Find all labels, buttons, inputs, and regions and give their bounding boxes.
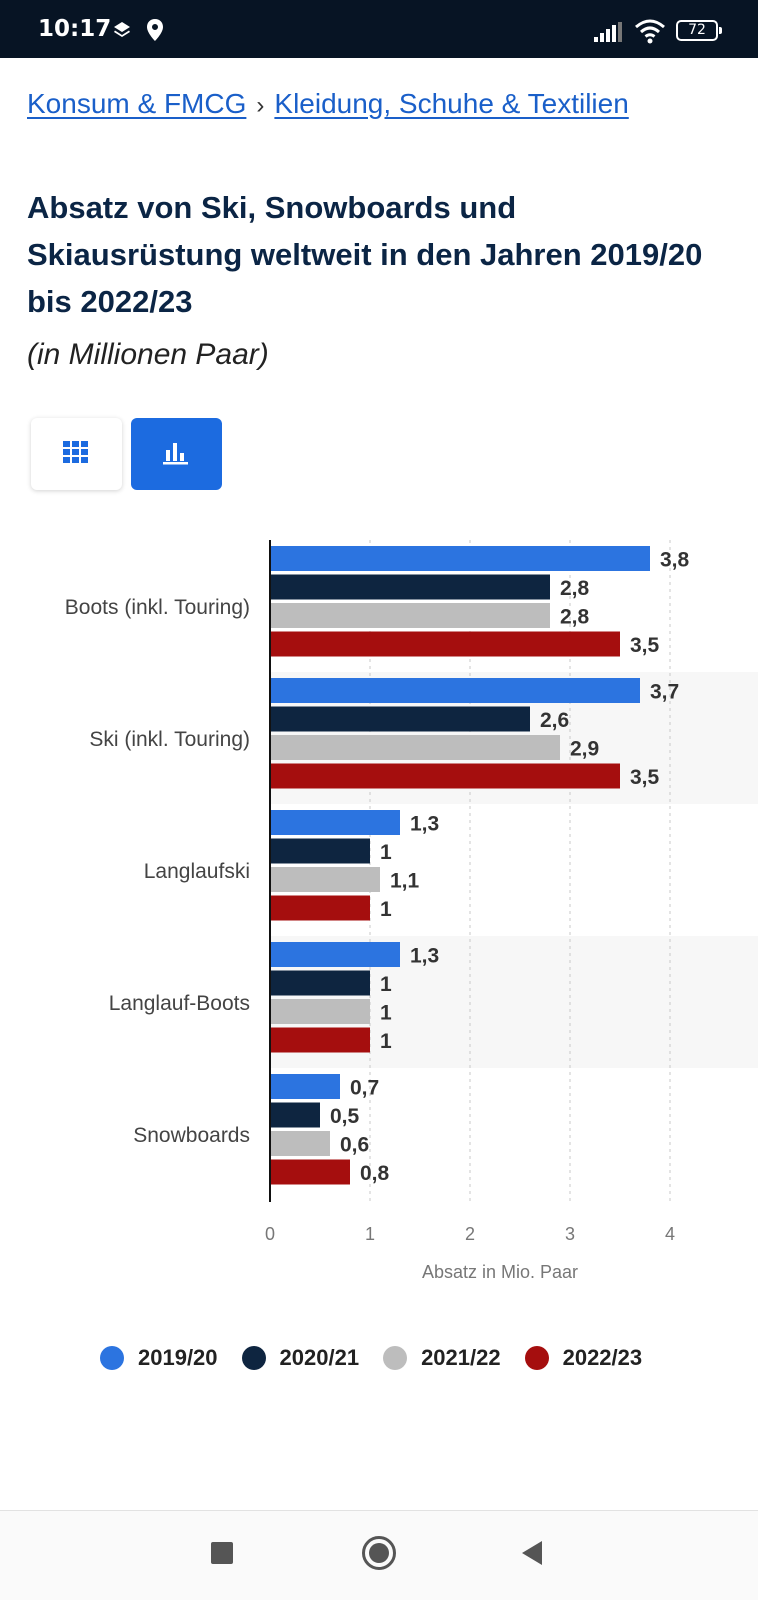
bar [270,735,560,760]
status-bar: 10:17 72 [0,0,758,58]
status-time: 10:17 [38,16,112,42]
location-icon [147,19,163,41]
data-label: 2,9 [570,738,599,761]
data-label: 2,8 [560,606,590,629]
data-label: 1 [380,841,392,864]
x-tick-label: 3 [565,1224,575,1244]
bar [270,631,620,657]
table-view-button[interactable] [31,418,122,490]
navigation-bar [0,1510,758,1600]
legend-label: 2022/23 [562,1345,643,1370]
x-tick-label: 2 [465,1224,475,1244]
bar [270,999,370,1024]
battery-indicator: 72 [676,20,722,41]
bar [270,1102,320,1128]
data-label: 1,3 [410,945,439,968]
data-label: 1 [380,898,392,921]
x-axis-label: Absatz in Mio. Paar [422,1262,578,1282]
legend-swatch [100,1346,124,1370]
signal-icon [594,22,622,42]
bar [270,706,530,732]
legend-item-2022-23[interactable]: 2022/23 [524,1345,643,1371]
breadcrumb: Konsum & FMCG › Kleidung, Schuhe & Textili… [27,88,629,120]
data-label: 0,6 [340,1134,369,1157]
chart-view-button[interactable] [131,418,222,490]
bar [270,810,400,835]
bar [270,838,370,864]
breadcrumb-link-konsum[interactable]: Konsum & FMCG [27,88,247,119]
data-label: 1 [380,1002,392,1025]
bar [270,603,550,628]
layers-icon [114,22,130,37]
bar [270,1074,340,1099]
legend-label: 2019/20 [138,1345,218,1370]
data-label: 3,8 [660,549,690,572]
legend-item-2019-20[interactable]: 2019/20 [100,1345,218,1371]
bar [270,678,640,703]
bar-chart-icon [163,443,188,465]
data-label: 2,6 [540,709,569,732]
bar [270,942,400,967]
page-subtitle: (in Millionen Paar) [27,338,269,371]
page-title: Absatz von Ski, Snowboards und Skiausrüs… [27,190,703,319]
bar [270,574,550,600]
data-label: 0,8 [360,1162,390,1185]
legend-label: 2020/21 [279,1345,360,1370]
back-button[interactable] [520,1540,544,1566]
chart-legend: 2019/20 2020/21 2021/22 2022/23 [100,1345,642,1371]
wifi-icon [635,19,665,44]
bar [270,1027,370,1053]
x-tick-label: 1 [365,1224,375,1244]
category-label: Ski (inkl. Touring) [89,728,250,751]
bar [270,970,370,996]
data-label: 0,5 [330,1105,360,1128]
home-button[interactable] [361,1535,397,1571]
category-label: Boots (inkl. Touring) [65,596,250,619]
bar-chart: Boots (inkl. Touring) 3,8 2,8 2,8 3,5 Ski (in… [65,540,758,1282]
data-label: 1,3 [410,813,439,836]
bar [270,895,370,921]
grid-icon [63,441,88,463]
legend-swatch [383,1346,408,1370]
legend-label: 2021/22 [421,1345,501,1370]
data-label: 1 [380,1030,392,1053]
data-label: 0,7 [350,1077,379,1100]
category-label: Langlaufski [144,860,250,883]
breadcrumb-link-kleidung[interactable]: Kleidung, Schuhe & Textilien [274,88,629,119]
data-label: 1,1 [390,870,420,893]
bar [270,763,620,789]
bar [270,1131,330,1156]
data-label: 2,8 [560,577,590,600]
category-label: Langlauf-Boots [109,992,250,1015]
legend-item-2021-22[interactable]: 2021/22 [383,1345,501,1371]
x-tick-label: 0 [265,1224,275,1244]
data-label: 1 [380,973,392,996]
bar [270,867,380,892]
data-label: 3,5 [630,766,660,789]
data-label: 3,7 [650,681,679,704]
bar [270,546,650,571]
recent-apps-button[interactable] [210,1541,234,1565]
category-label: Snowboards [133,1124,250,1147]
bar [270,1159,350,1185]
breadcrumb-separator: › [256,92,265,119]
x-tick-label: 4 [665,1224,675,1244]
legend-swatch [241,1346,266,1370]
legend-item-2020-21[interactable]: 2020/21 [241,1345,360,1371]
data-label: 3,5 [630,634,660,657]
legend-swatch [524,1346,549,1370]
